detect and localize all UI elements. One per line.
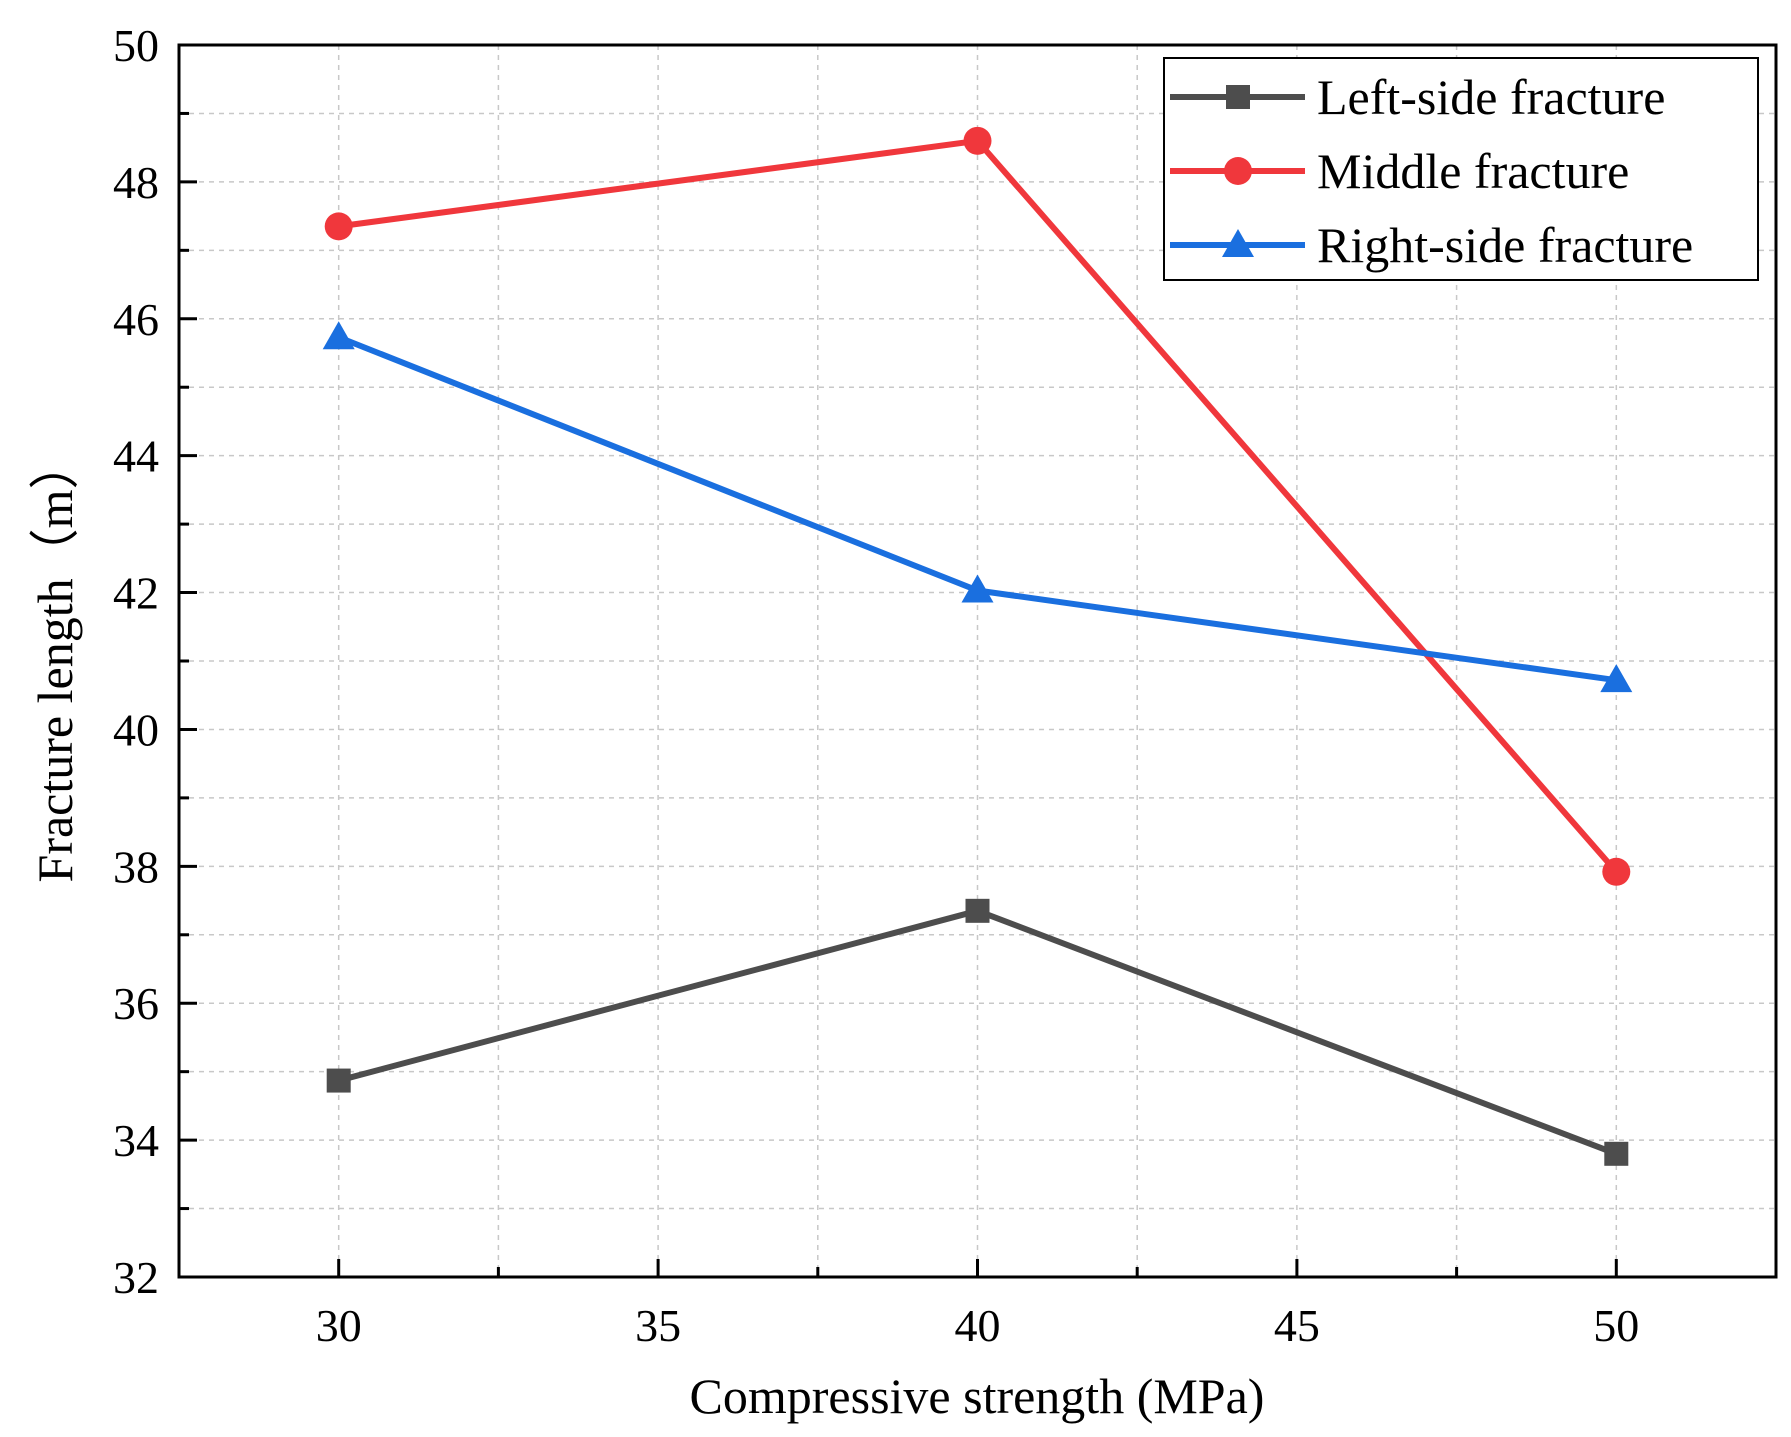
x-tick-label: 35 [635, 1300, 681, 1351]
y-axis-tick-labels: 32 34 36 38 40 42 44 46 48 50 [113, 20, 159, 1303]
y-tick-label: 40 [113, 704, 159, 755]
legend-label: Middle fracture [1317, 143, 1629, 199]
legend-item: Middle fracture [1170, 143, 1629, 199]
data-point [1604, 1141, 1629, 1166]
data-point [1600, 664, 1633, 693]
axis-ticks [179, 43, 1618, 1279]
data-point [965, 898, 990, 923]
legend: Left-side fracture Middle fracture Right-s… [1163, 57, 1759, 281]
y-tick-label: 46 [113, 294, 159, 345]
series-middle-fracture [324, 126, 1631, 886]
data-point [1602, 857, 1631, 886]
legend-label: Left-side fracture [1317, 69, 1665, 125]
y-tick-label: 36 [113, 978, 159, 1029]
x-axis-title: Compressive strength (MPa) [690, 1368, 1265, 1424]
x-axis-tick-labels: 30 35 40 45 50 [316, 1300, 1640, 1351]
legend-marker [1226, 85, 1250, 109]
data-point [324, 212, 353, 241]
x-tick-label: 50 [1593, 1300, 1639, 1351]
y-tick-label: 44 [113, 431, 159, 482]
y-tick-label: 42 [113, 568, 159, 619]
legend-item: Right-side fracture [1170, 217, 1693, 273]
data-point [961, 574, 994, 603]
x-tick-label: 40 [955, 1300, 1001, 1351]
data-point [326, 1068, 351, 1093]
y-tick-label: 32 [113, 1252, 159, 1303]
y-tick-label: 50 [113, 20, 159, 71]
x-tick-label: 30 [316, 1300, 362, 1351]
legend-marker [1222, 229, 1254, 257]
series-lines [322, 126, 1633, 1166]
legend-label: Right-side fracture [1317, 217, 1693, 273]
y-tick-label: 38 [113, 841, 159, 892]
x-tick-label: 45 [1274, 1300, 1320, 1351]
data-point [322, 321, 355, 350]
data-point [963, 126, 992, 155]
series-left-side-fracture [326, 898, 1629, 1166]
y-tick-label: 34 [113, 1115, 159, 1166]
legend-item: Left-side fracture [1170, 69, 1665, 125]
y-axis-title: Fracture length（m） [27, 440, 83, 883]
legend-marker [1224, 157, 1252, 185]
y-tick-label: 48 [113, 157, 159, 208]
series-right-side-fracture [322, 321, 1633, 693]
